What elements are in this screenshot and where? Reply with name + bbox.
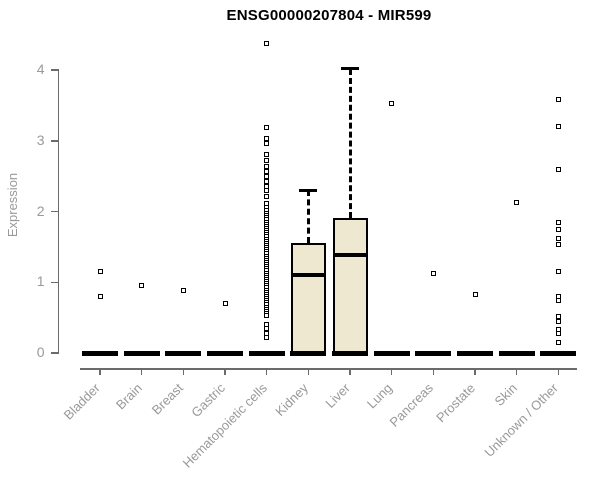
whisker-line — [348, 68, 352, 218]
outlier-point — [97, 293, 103, 299]
outlier-point — [555, 330, 561, 336]
zero-expression-bar — [248, 350, 285, 356]
outlier-point — [139, 283, 145, 289]
y-tick-label: 2 — [36, 202, 45, 219]
outlier-point — [555, 298, 561, 304]
x-axis-tick — [557, 368, 560, 375]
outlier-point — [555, 339, 561, 345]
outlier-point — [264, 158, 270, 164]
outlier-point — [555, 97, 561, 103]
x-axis-tick — [432, 368, 435, 375]
x-axis-tick — [140, 368, 143, 375]
chart-title: ENSG00000207804 - MIR599 — [226, 7, 432, 24]
y-tick-label: 4 — [36, 61, 45, 77]
y-axis-line — [57, 69, 59, 354]
box — [290, 243, 326, 353]
zero-expression-bar — [165, 350, 202, 356]
zero-expression-bar — [207, 350, 243, 356]
median-line — [332, 252, 368, 257]
outlier-point — [264, 313, 270, 318]
outlier-point — [264, 325, 270, 331]
zero-expression-bar — [540, 350, 577, 356]
whisker-cap — [299, 189, 318, 192]
zero-expression-bar — [82, 350, 118, 356]
outlier-point — [472, 291, 478, 297]
outlier-point — [555, 314, 561, 320]
outlier-point — [555, 220, 561, 226]
median-line — [290, 273, 326, 278]
outlier-point — [264, 152, 270, 158]
y-axis-tick — [50, 69, 58, 71]
outlier-point — [555, 124, 561, 130]
y-axis-tick — [50, 210, 58, 213]
outlier-point — [180, 288, 186, 294]
outlier-point — [264, 334, 270, 340]
zero-expression-bar — [415, 350, 452, 356]
outlier-point — [555, 167, 561, 173]
outlier-point — [389, 101, 395, 107]
zero-expression-bar — [498, 350, 535, 356]
y-axis-tick — [50, 140, 58, 142]
outlier-point — [264, 194, 270, 200]
x-axis-tick — [349, 368, 351, 375]
whisker-cap — [341, 67, 359, 70]
y-axis-tick — [50, 352, 58, 354]
x-axis-tick — [99, 368, 101, 375]
x-axis-tick — [265, 368, 268, 375]
outlier-point — [555, 235, 561, 241]
zero-expression-bar — [373, 350, 410, 356]
outlier-point — [264, 168, 270, 174]
x-axis-line — [80, 368, 577, 370]
outlier-point — [555, 227, 561, 233]
outlier-point — [264, 187, 270, 193]
y-tick-label: 3 — [36, 131, 45, 148]
y-axis-tick — [50, 281, 58, 283]
outlier-point — [222, 300, 228, 306]
zero-expression-bar — [123, 350, 160, 356]
outlier-point — [555, 242, 561, 248]
x-axis-tick — [515, 368, 518, 375]
box — [332, 217, 368, 353]
outlier-point — [555, 319, 561, 325]
outlier-point — [264, 40, 270, 46]
outlier-point — [555, 269, 561, 275]
outlier-point — [264, 136, 270, 142]
x-axis-tick — [307, 368, 310, 375]
outlier-point — [430, 270, 436, 276]
zero-expression-bar — [332, 350, 368, 356]
whisker-line — [306, 190, 310, 244]
outlier-point — [264, 179, 270, 185]
x-axis-tick — [182, 368, 185, 375]
outlier-point — [97, 269, 103, 275]
x-axis-tick — [224, 368, 226, 375]
x-axis-tick — [474, 368, 476, 375]
outlier-point — [264, 141, 270, 147]
zero-expression-bar — [457, 350, 493, 356]
y-tick-label: 1 — [36, 273, 45, 290]
x-axis-tick — [390, 368, 393, 375]
y-tick-label: 0 — [36, 344, 45, 360]
outlier-point — [264, 124, 270, 130]
zero-expression-bar — [290, 350, 327, 356]
outlier-point — [514, 199, 520, 205]
outlier-point — [264, 174, 270, 180]
